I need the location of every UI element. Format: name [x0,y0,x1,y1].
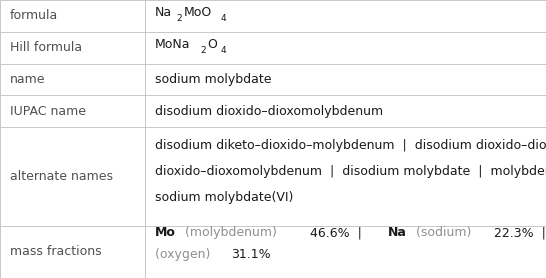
Text: (sodium): (sodium) [412,226,476,239]
Text: Hill formula: Hill formula [10,41,82,54]
Text: disodium diketo–dioxido–molybdenum  |  disodium dioxido–dioxo–molybdenum  |  dis: disodium diketo–dioxido–molybdenum | dis… [155,139,546,152]
Text: 31.1%: 31.1% [231,248,271,261]
Text: Na: Na [155,6,171,19]
Text: MoNa: MoNa [155,38,190,51]
Text: disodium dioxido–dioxomolybdenum: disodium dioxido–dioxomolybdenum [155,105,383,118]
Text: dioxido–dioxomolybdenum  |  disodium molybdate  |  molybdenum sodium oxide  |: dioxido–dioxomolybdenum | disodium molyb… [155,165,546,178]
Text: 22.3%  |  O: 22.3% | O [494,226,546,239]
Text: MoO: MoO [184,6,212,19]
Text: (molybdenum): (molybdenum) [181,226,281,239]
Text: sodium molybdate: sodium molybdate [155,73,271,86]
Text: 46.6%  |: 46.6% | [310,226,370,239]
Text: name: name [10,73,45,86]
Text: IUPAC name: IUPAC name [10,105,86,118]
Text: formula: formula [10,9,58,23]
Text: 2: 2 [200,46,206,55]
Text: Na: Na [388,226,406,239]
Text: sodium molybdate(VI): sodium molybdate(VI) [155,191,293,204]
Text: alternate names: alternate names [10,170,113,183]
Text: 4: 4 [221,46,226,55]
Text: 4: 4 [221,14,226,23]
Text: O: O [207,38,217,51]
Text: (oxygen): (oxygen) [155,248,214,261]
Text: 2: 2 [176,14,182,23]
Text: mass fractions: mass fractions [10,245,102,258]
Text: Mo: Mo [155,226,175,239]
